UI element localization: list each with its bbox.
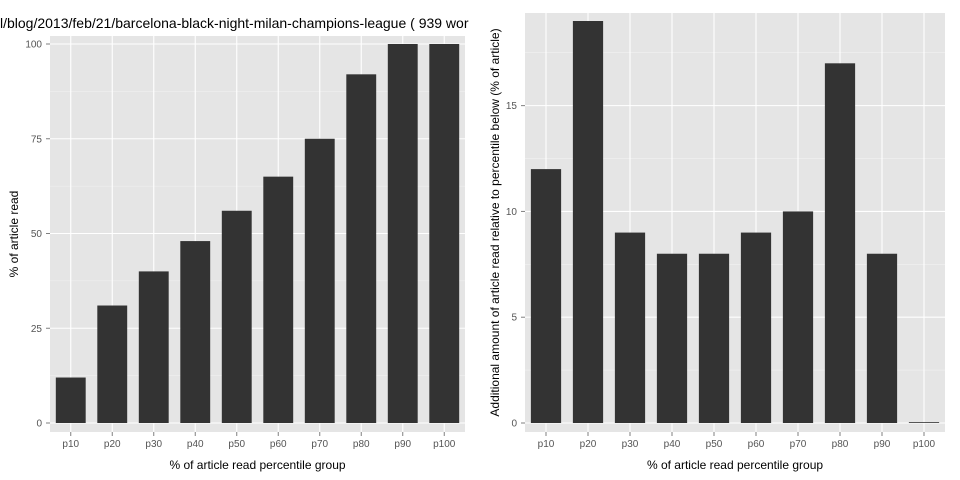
- bar-p90: [866, 253, 898, 423]
- x-tick-label: p80: [832, 439, 849, 450]
- x-tick-label: p70: [311, 439, 328, 450]
- y-tick-label: 0: [511, 419, 517, 430]
- bar-p40: [656, 253, 688, 423]
- bar-p100: [908, 422, 940, 423]
- bar-p60: [263, 176, 294, 423]
- y-axis-label: Additional amount of article read relati…: [488, 28, 502, 416]
- y-tick-label: 15: [506, 101, 518, 112]
- x-tick-label: p20: [104, 439, 121, 450]
- x-tick-label: p40: [664, 439, 681, 450]
- bar-p10: [55, 377, 86, 423]
- y-tick-label: 5: [511, 313, 517, 324]
- x-tick-label: p30: [145, 439, 162, 450]
- y-tick-label: 10: [506, 207, 518, 218]
- y-tick-label: 0: [36, 419, 42, 430]
- bar-p40: [180, 241, 211, 423]
- left-chart-panel: 0 25 50 75 100 p10 p20 p30 p40 p50 p60 p70 p80 p90 p10…: [7, 36, 465, 472]
- bar-p70: [304, 138, 335, 423]
- x-axis-label: % of article read percentile group: [169, 458, 345, 472]
- bar-p20: [572, 21, 604, 423]
- y-tick-label: 100: [25, 40, 42, 51]
- x-tick-label: p20: [580, 439, 597, 450]
- bar-p30: [614, 232, 646, 423]
- bar-p60: [740, 232, 772, 423]
- bar-p80: [824, 63, 856, 423]
- y-tick-label: 75: [31, 134, 43, 145]
- bar-p20: [97, 305, 128, 423]
- x-tick-label: p90: [394, 439, 411, 450]
- x-axis-label: % of article read percentile group: [647, 458, 823, 472]
- bar-p50: [698, 253, 730, 423]
- bar-p50: [221, 210, 252, 423]
- bar-p30: [138, 271, 169, 423]
- y-tick-label: 25: [31, 324, 43, 335]
- x-tick-label: p60: [270, 439, 287, 450]
- x-tick-label: p10: [538, 439, 555, 450]
- x-tick-label: p80: [353, 439, 370, 450]
- bar-p70: [782, 211, 814, 423]
- bar-p90: [387, 44, 418, 423]
- x-tick-label: p90: [874, 439, 891, 450]
- x-tick-label: p100: [433, 439, 456, 450]
- bar-p100: [429, 44, 460, 423]
- x-tick-label: p30: [622, 439, 639, 450]
- chart-title: l/blog/2013/feb/21/barcelona-black-night…: [0, 15, 469, 31]
- x-tick-label: p10: [62, 439, 79, 450]
- x-tick-label: p50: [228, 439, 245, 450]
- x-tick-label: p70: [790, 439, 807, 450]
- right-chart-panel: 0 5 10 15 p10 p20 p30 p40 p50 p60 p70 p80 p90 p100 % o…: [488, 13, 945, 472]
- y-tick-label: 50: [31, 229, 43, 240]
- y-axis-label: % of article read: [7, 191, 21, 278]
- bar-p10: [530, 169, 562, 423]
- bar-p80: [346, 74, 377, 423]
- x-tick-label: p40: [187, 439, 204, 450]
- x-tick-label: p50: [706, 439, 723, 450]
- x-tick-label: p100: [913, 439, 936, 450]
- x-tick-label: p60: [748, 439, 765, 450]
